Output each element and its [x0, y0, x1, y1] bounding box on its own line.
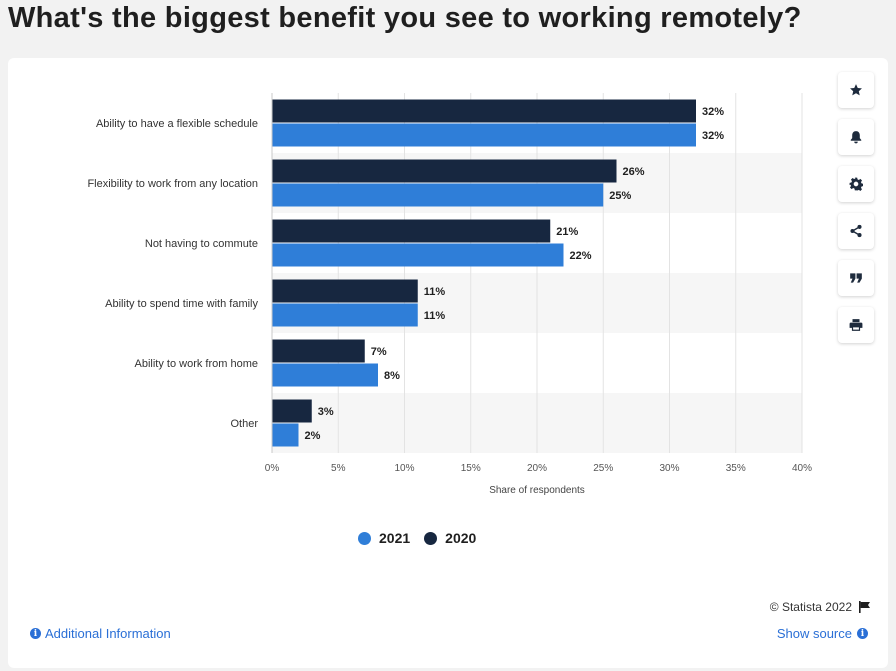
category-label: Not having to commute — [145, 238, 258, 250]
x-tick-label: 30% — [659, 463, 679, 474]
data-label-2021: 8% — [384, 370, 400, 382]
x-tick-label: 10% — [394, 463, 414, 474]
data-label-2020: 3% — [318, 406, 334, 418]
bar-2020 — [272, 159, 617, 183]
print-button[interactable] — [838, 307, 874, 343]
category-label: Ability to work from home — [135, 358, 258, 370]
flag-icon[interactable] — [858, 601, 872, 613]
bar-2020 — [272, 99, 696, 123]
data-label-2020: 26% — [623, 166, 645, 178]
data-label-2020: 11% — [424, 286, 446, 298]
side-toolbar — [838, 72, 876, 354]
copyright-text: © Statista 2022 — [769, 600, 852, 614]
x-tick-label: 15% — [461, 463, 481, 474]
bar-chart: 0% 5% 10% 15% 20% 25% 30% 35% 40% Share of respon… — [87, 93, 812, 496]
x-tick-label: 35% — [726, 463, 746, 474]
legend-dot-2021 — [358, 531, 371, 545]
page-title: What's the biggest benefit you see to wo… — [8, 2, 802, 34]
bar-2021 — [272, 243, 564, 267]
x-tick-label: 40% — [792, 463, 812, 474]
bar-2021 — [272, 303, 418, 327]
show-source-link[interactable]: Show source i — [777, 626, 868, 641]
data-label-2020: 32% — [702, 106, 724, 118]
bar-2020 — [272, 219, 551, 243]
x-tick-label: 5% — [331, 463, 346, 474]
bar-2021 — [272, 423, 299, 447]
legend-dot-2020 — [424, 531, 438, 545]
data-label-2020: 21% — [556, 226, 578, 238]
share-button[interactable] — [838, 213, 874, 249]
statista-copyright: © Statista 2022 — [770, 600, 872, 614]
show-source-label: Show source — [776, 626, 852, 641]
category-label: Other — [230, 418, 258, 430]
bar-2021 — [272, 363, 378, 387]
bar-2021 — [272, 123, 696, 147]
x-tick-label: 20% — [527, 463, 547, 474]
star-icon — [850, 84, 862, 96]
data-label-2021: 32% — [702, 130, 724, 142]
data-label-2020: 7% — [371, 346, 387, 358]
cite-button[interactable] — [838, 260, 874, 296]
additional-information-link[interactable]: i Additional Information — [30, 626, 171, 641]
settings-button[interactable] — [838, 166, 874, 202]
bar-2020 — [272, 399, 312, 423]
x-axis-title: Share of respondents — [489, 485, 585, 496]
legend-item-2020[interactable]: 2020 — [424, 530, 476, 546]
print-icon — [849, 319, 863, 331]
gear-icon — [849, 177, 863, 191]
x-tick-label: 25% — [593, 463, 613, 474]
chart-card: 0% 5% 10% 15% 20% 25% 30% 35% 40% Share of respon… — [8, 58, 888, 668]
additional-information-label: Additional Information — [45, 626, 171, 641]
x-tick-label: 0% — [265, 463, 280, 474]
legend-item-2021[interactable]: 2021 — [358, 530, 410, 546]
bar-2021 — [272, 183, 604, 207]
category-label: Flexibility to work from any location — [87, 178, 258, 190]
data-label-2021: 2% — [305, 430, 321, 442]
share-icon — [850, 224, 862, 238]
bar-2020 — [272, 339, 365, 363]
info-icon: i — [857, 628, 868, 639]
legend-label-2020: 2020 — [445, 530, 477, 546]
data-label-2021: 11% — [424, 310, 446, 322]
data-label-2021: 25% — [609, 190, 631, 202]
category-label: Ability to have a flexible schedule — [96, 118, 258, 130]
data-label-2021: 22% — [570, 250, 592, 262]
info-icon: i — [30, 628, 41, 639]
quote-icon — [850, 273, 862, 283]
legend-label-2021: 2021 — [379, 530, 411, 546]
bell-icon — [850, 131, 862, 144]
legend: 2021 2020 — [358, 530, 490, 546]
favorite-button[interactable] — [838, 72, 874, 108]
category-label: Ability to spend time with family — [105, 298, 258, 310]
bar-2020 — [272, 279, 418, 303]
notification-button[interactable] — [838, 119, 874, 155]
